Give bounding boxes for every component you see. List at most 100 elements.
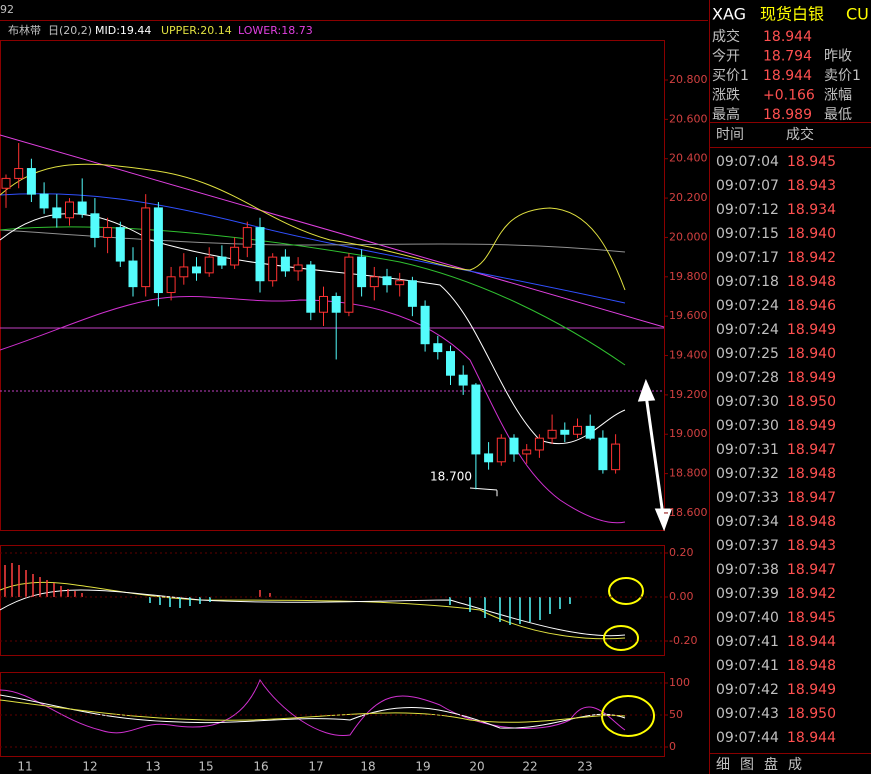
date-label: 17 bbox=[308, 760, 323, 774]
trade-price: 18.948 bbox=[787, 514, 836, 530]
tab[interactable]: 细 bbox=[716, 757, 730, 773]
trade-price: 18.949 bbox=[787, 682, 836, 698]
trade-price: 18.940 bbox=[787, 226, 836, 242]
candle-body bbox=[14, 168, 24, 179]
trade-price: 18.946 bbox=[787, 298, 836, 314]
circle bbox=[608, 577, 644, 605]
trade-price: 18.944 bbox=[787, 634, 836, 650]
candle-body bbox=[496, 437, 506, 463]
candle-body bbox=[230, 246, 240, 266]
trade-time: 09:07:17 bbox=[716, 250, 779, 266]
highlight-circles bbox=[601, 577, 655, 737]
candle-body bbox=[509, 437, 519, 455]
trade-time: 09:07:04 bbox=[716, 154, 779, 170]
trade-price: 18.947 bbox=[787, 562, 836, 578]
trade-time: 09:07:32 bbox=[716, 466, 779, 482]
macd-line bbox=[0, 581, 626, 640]
trade-time: 09:07:30 bbox=[716, 418, 779, 434]
quote-value: +0.166 bbox=[763, 88, 815, 104]
fragment: 92 bbox=[0, 3, 14, 16]
candle-body bbox=[407, 280, 417, 307]
candle-body bbox=[395, 280, 405, 286]
arrow-head bbox=[654, 508, 673, 532]
quote-label: 涨幅 bbox=[824, 88, 852, 104]
candle-body bbox=[369, 276, 379, 288]
candle-body bbox=[357, 256, 367, 288]
candle-body bbox=[344, 256, 354, 313]
trade-price: 18.943 bbox=[787, 538, 836, 554]
tab[interactable]: 盘 bbox=[764, 756, 778, 773]
trade-time: 09:07:24 bbox=[716, 298, 779, 314]
candle-body bbox=[242, 227, 252, 248]
candle-body bbox=[547, 429, 557, 439]
price-tick-label: 19.600 bbox=[669, 309, 708, 322]
candle-body bbox=[306, 264, 316, 313]
candle-body bbox=[141, 207, 151, 288]
candle-body bbox=[573, 425, 582, 435]
indicator-lines bbox=[0, 163, 626, 737]
trade-price: 18.942 bbox=[787, 250, 836, 266]
legend-params: 日(20,2) bbox=[48, 24, 92, 37]
trade-time: 09:07:18 bbox=[716, 274, 779, 290]
candle-body bbox=[585, 425, 595, 439]
quote-label: 涨跌 bbox=[712, 88, 740, 104]
candle-body bbox=[128, 260, 138, 288]
date-label: 15 bbox=[198, 760, 213, 774]
lower-band bbox=[0, 296, 626, 524]
quote-label: 今开 bbox=[712, 49, 740, 65]
macd-tick-label: 0.20 bbox=[669, 546, 694, 559]
trade-time: 09:07:43 bbox=[716, 706, 779, 722]
candle-body bbox=[52, 207, 62, 219]
candle-body bbox=[598, 437, 608, 471]
kdj-tick-label: 50 bbox=[669, 708, 683, 721]
tab[interactable]: 成 bbox=[788, 757, 802, 773]
candle-body bbox=[115, 227, 125, 262]
candle-body bbox=[166, 276, 176, 294]
candle-body bbox=[382, 276, 392, 286]
quote-value: 18.989 bbox=[763, 107, 812, 123]
arrows bbox=[637, 378, 673, 532]
candle-body bbox=[192, 266, 201, 274]
trade-time: 09:07:30 bbox=[716, 394, 779, 410]
candle-body bbox=[471, 384, 481, 455]
legend-lower: LOWER:18.73 bbox=[238, 24, 313, 37]
trade-time: 09:07:37 bbox=[716, 538, 779, 554]
price-tick-label: 19.000 bbox=[669, 427, 708, 440]
candle-body bbox=[458, 374, 468, 386]
candle-body bbox=[26, 168, 36, 195]
price-tick-label: 19.400 bbox=[669, 349, 708, 362]
trade-time: 09:07:44 bbox=[716, 730, 779, 746]
candle-body bbox=[446, 351, 455, 376]
trade-price: 18.940 bbox=[787, 346, 836, 362]
trade-price: 18.948 bbox=[787, 274, 836, 290]
quote-label: 买价1 bbox=[712, 68, 749, 84]
trade-price: 18.948 bbox=[787, 658, 836, 674]
candle-body bbox=[420, 305, 430, 345]
date-label: 22 bbox=[522, 760, 537, 774]
quote-label: 最高 bbox=[712, 106, 740, 123]
candle-body bbox=[77, 201, 87, 215]
trade-time: 09:07:24 bbox=[716, 322, 779, 338]
hist-down bbox=[149, 597, 571, 625]
trade-time: 09:07:15 bbox=[716, 226, 779, 242]
quote-label: 昨收 bbox=[824, 49, 852, 65]
trend-line bbox=[0, 134, 665, 328]
trade-time: 09:07:34 bbox=[716, 514, 779, 530]
date-label: 11 bbox=[17, 760, 32, 774]
trade-time: 09:07:31 bbox=[716, 442, 779, 458]
arrow-head bbox=[637, 378, 656, 402]
trade-time: 09:07:28 bbox=[716, 370, 779, 386]
trade-time: 09:07:33 bbox=[716, 490, 779, 506]
tab[interactable]: 图 bbox=[740, 757, 754, 773]
candle-body bbox=[293, 264, 303, 272]
price-tick-label: 20.000 bbox=[669, 230, 708, 243]
candle-body bbox=[39, 193, 49, 209]
candle-body bbox=[331, 295, 341, 313]
code: CU bbox=[846, 5, 869, 24]
price-tick-label: 20.400 bbox=[669, 152, 708, 165]
trade-price: 18.948 bbox=[787, 466, 836, 482]
trade-time: 09:07:25 bbox=[716, 346, 779, 362]
trade-time: 09:07:07 bbox=[716, 178, 779, 194]
trade-price: 18.950 bbox=[787, 394, 836, 410]
